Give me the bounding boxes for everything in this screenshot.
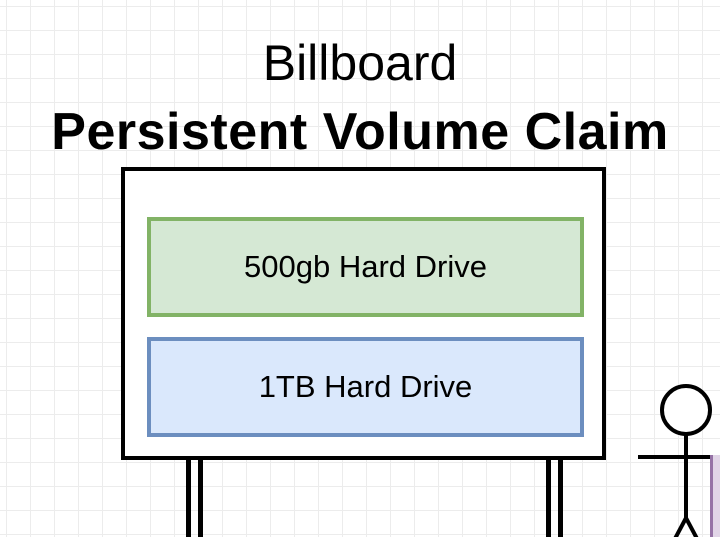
billboard-leg-right-inner — [546, 456, 551, 537]
billboard-leg-right-outer — [558, 456, 563, 537]
stick-figure-icon — [638, 384, 720, 537]
diagram-subtitle: Persistent Volume Claim — [51, 103, 669, 161]
hard-drive-1tb-label: 1TB Hard Drive — [258, 369, 473, 404]
billboard-box: 500gb Hard Drive 1TB Hard Drive — [121, 167, 606, 460]
hard-drive-1tb: 1TB Hard Drive — [147, 337, 584, 437]
purple-partial-shape — [710, 455, 720, 537]
billboard-leg-left-outer — [186, 456, 191, 537]
hard-drive-500gb-label: 500gb Hard Drive — [244, 249, 487, 284]
diagram-title: Billboard — [262, 35, 458, 91]
billboard-leg-left-inner — [198, 456, 203, 537]
hard-drive-500gb: 500gb Hard Drive — [147, 217, 584, 317]
